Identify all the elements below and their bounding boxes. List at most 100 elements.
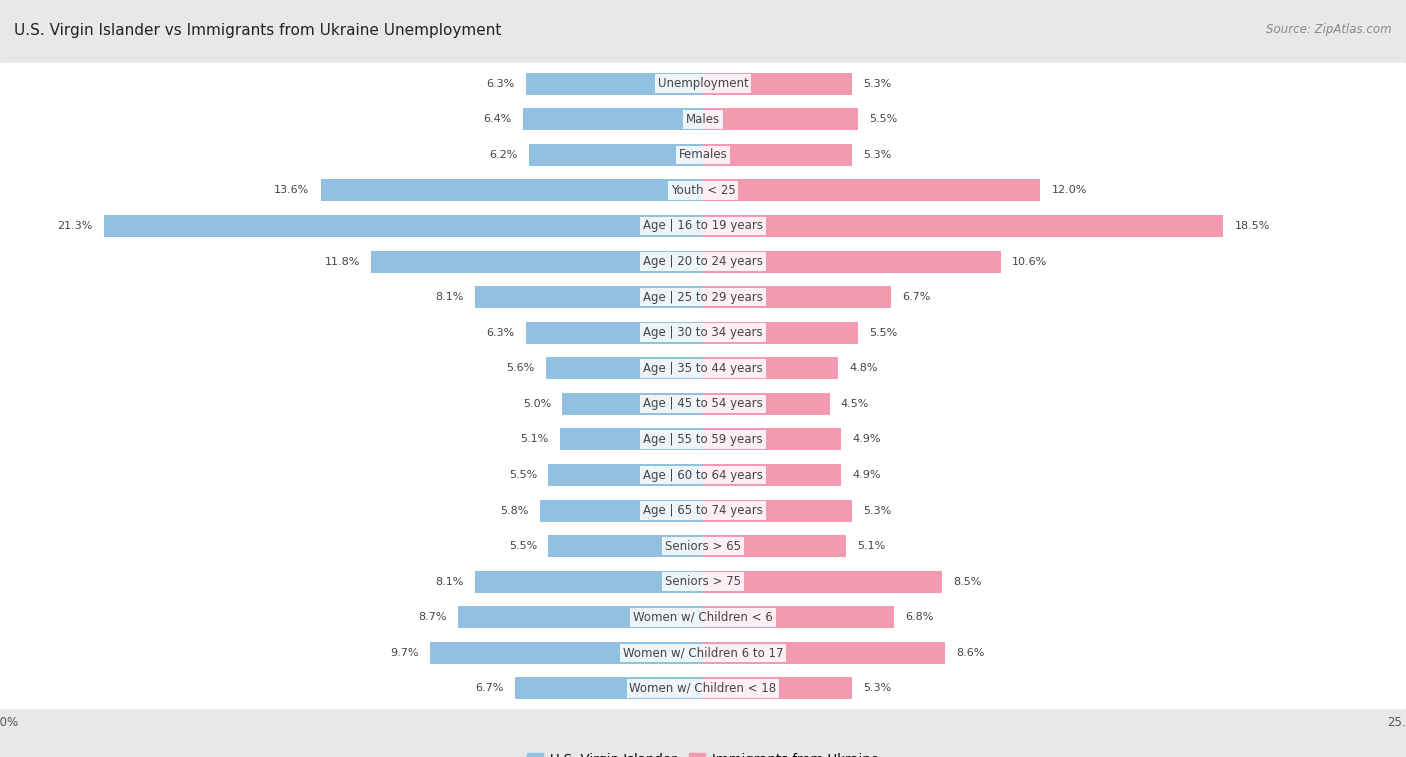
- FancyBboxPatch shape: [0, 134, 1406, 176]
- Text: 5.5%: 5.5%: [509, 541, 537, 551]
- Text: 5.1%: 5.1%: [520, 435, 548, 444]
- Bar: [703, 251, 1001, 273]
- Bar: [703, 179, 1040, 201]
- Text: Age | 55 to 59 years: Age | 55 to 59 years: [643, 433, 763, 446]
- Text: U.S. Virgin Islander vs Immigrants from Ukraine Unemployment: U.S. Virgin Islander vs Immigrants from …: [14, 23, 502, 38]
- Text: 21.3%: 21.3%: [58, 221, 93, 231]
- Text: 8.1%: 8.1%: [436, 577, 464, 587]
- Bar: [703, 73, 852, 95]
- FancyBboxPatch shape: [0, 170, 1406, 211]
- Bar: [475, 571, 703, 593]
- Text: Women w/ Children 6 to 17: Women w/ Children 6 to 17: [623, 646, 783, 659]
- Text: Age | 30 to 34 years: Age | 30 to 34 years: [643, 326, 763, 339]
- Text: 4.9%: 4.9%: [852, 470, 880, 480]
- Text: 13.6%: 13.6%: [274, 185, 309, 195]
- Text: 18.5%: 18.5%: [1234, 221, 1270, 231]
- Text: Age | 65 to 74 years: Age | 65 to 74 years: [643, 504, 763, 517]
- Bar: [526, 322, 703, 344]
- Bar: [546, 357, 703, 379]
- Legend: U.S. Virgin Islander, Immigrants from Ukraine: U.S. Virgin Islander, Immigrants from Uk…: [522, 747, 884, 757]
- Bar: [529, 144, 703, 166]
- Text: 5.5%: 5.5%: [869, 114, 897, 124]
- Text: 6.3%: 6.3%: [486, 79, 515, 89]
- FancyBboxPatch shape: [0, 454, 1406, 496]
- Text: 5.3%: 5.3%: [863, 506, 891, 516]
- Bar: [703, 500, 852, 522]
- Text: Females: Females: [679, 148, 727, 161]
- FancyBboxPatch shape: [0, 98, 1406, 140]
- Bar: [703, 108, 858, 130]
- Bar: [540, 500, 703, 522]
- Text: Age | 16 to 19 years: Age | 16 to 19 years: [643, 220, 763, 232]
- Text: 6.7%: 6.7%: [903, 292, 931, 302]
- Bar: [458, 606, 703, 628]
- Text: 10.6%: 10.6%: [1012, 257, 1047, 266]
- Text: 5.8%: 5.8%: [501, 506, 529, 516]
- Text: Age | 35 to 44 years: Age | 35 to 44 years: [643, 362, 763, 375]
- Text: 4.8%: 4.8%: [849, 363, 877, 373]
- Bar: [703, 535, 846, 557]
- Text: 5.3%: 5.3%: [863, 79, 891, 89]
- Bar: [703, 393, 830, 415]
- Bar: [560, 428, 703, 450]
- Bar: [703, 678, 852, 699]
- Bar: [703, 606, 894, 628]
- Text: 4.5%: 4.5%: [841, 399, 869, 409]
- Text: Age | 25 to 29 years: Age | 25 to 29 years: [643, 291, 763, 304]
- FancyBboxPatch shape: [0, 632, 1406, 674]
- Text: Women w/ Children < 18: Women w/ Children < 18: [630, 682, 776, 695]
- Text: 5.6%: 5.6%: [506, 363, 534, 373]
- Bar: [475, 286, 703, 308]
- Text: 6.8%: 6.8%: [905, 612, 934, 622]
- FancyBboxPatch shape: [0, 597, 1406, 638]
- Text: 6.4%: 6.4%: [484, 114, 512, 124]
- Text: 6.3%: 6.3%: [486, 328, 515, 338]
- Bar: [703, 571, 942, 593]
- Bar: [430, 642, 703, 664]
- FancyBboxPatch shape: [0, 668, 1406, 709]
- FancyBboxPatch shape: [0, 490, 1406, 531]
- FancyBboxPatch shape: [0, 276, 1406, 318]
- FancyBboxPatch shape: [0, 525, 1406, 567]
- Text: 5.3%: 5.3%: [863, 150, 891, 160]
- Text: 8.1%: 8.1%: [436, 292, 464, 302]
- FancyBboxPatch shape: [0, 312, 1406, 354]
- Bar: [703, 322, 858, 344]
- FancyBboxPatch shape: [0, 205, 1406, 247]
- Text: 5.3%: 5.3%: [863, 684, 891, 693]
- Bar: [703, 428, 841, 450]
- Text: Age | 45 to 54 years: Age | 45 to 54 years: [643, 397, 763, 410]
- Text: 5.5%: 5.5%: [509, 470, 537, 480]
- Text: 8.6%: 8.6%: [956, 648, 984, 658]
- Bar: [371, 251, 703, 273]
- FancyBboxPatch shape: [0, 241, 1406, 282]
- Bar: [321, 179, 703, 201]
- Text: 5.5%: 5.5%: [869, 328, 897, 338]
- Bar: [703, 286, 891, 308]
- Bar: [526, 73, 703, 95]
- Bar: [548, 464, 703, 486]
- Text: 4.9%: 4.9%: [852, 435, 880, 444]
- Text: 9.7%: 9.7%: [391, 648, 419, 658]
- Bar: [515, 678, 703, 699]
- Text: Seniors > 75: Seniors > 75: [665, 575, 741, 588]
- Text: Source: ZipAtlas.com: Source: ZipAtlas.com: [1267, 23, 1392, 36]
- Bar: [562, 393, 703, 415]
- Bar: [703, 464, 841, 486]
- Bar: [703, 642, 945, 664]
- Text: 5.0%: 5.0%: [523, 399, 551, 409]
- Text: 6.2%: 6.2%: [489, 150, 517, 160]
- Text: Unemployment: Unemployment: [658, 77, 748, 90]
- FancyBboxPatch shape: [0, 383, 1406, 425]
- Text: 11.8%: 11.8%: [325, 257, 360, 266]
- Text: 6.7%: 6.7%: [475, 684, 503, 693]
- Bar: [703, 215, 1223, 237]
- Bar: [703, 357, 838, 379]
- FancyBboxPatch shape: [0, 419, 1406, 460]
- Text: 12.0%: 12.0%: [1052, 185, 1087, 195]
- FancyBboxPatch shape: [0, 63, 1406, 104]
- Text: Women w/ Children < 6: Women w/ Children < 6: [633, 611, 773, 624]
- Bar: [548, 535, 703, 557]
- Text: 8.5%: 8.5%: [953, 577, 981, 587]
- Bar: [703, 144, 852, 166]
